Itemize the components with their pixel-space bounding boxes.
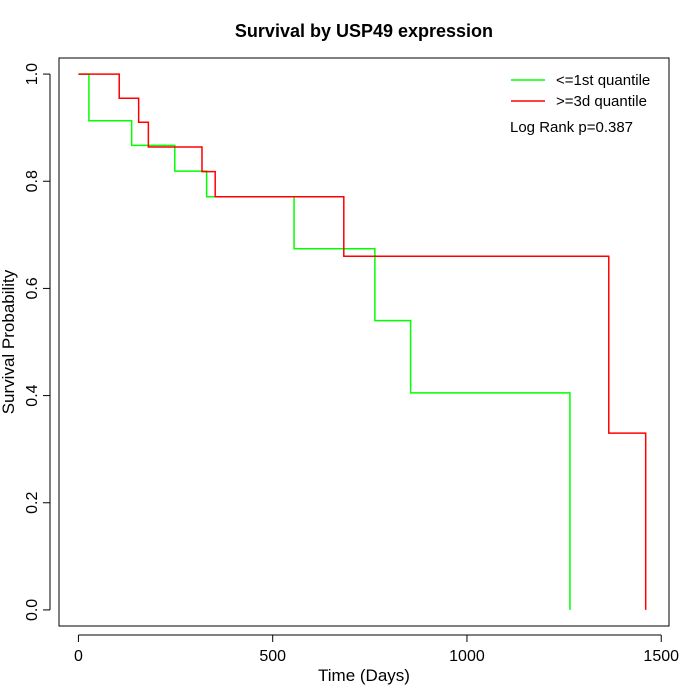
y-tick-label: 0.2 xyxy=(24,492,41,514)
y-tick-label: 0.4 xyxy=(24,384,41,406)
y-tick-label: 0.0 xyxy=(24,599,41,621)
axes: 0 500 1000 1500 0.0 0.2 0.4 0.6 0.8 1.0 xyxy=(24,63,679,665)
legend-label: >=3d quantile xyxy=(556,93,647,110)
chart-title: Survival by USP49 expression xyxy=(235,21,493,41)
x-axis-label: Time (Days) xyxy=(318,666,410,685)
y-axis-label: Survival Probability xyxy=(0,269,18,414)
x-tick-label: 500 xyxy=(259,648,286,665)
series-lines xyxy=(78,73,647,610)
x-tick-label: 1000 xyxy=(449,648,485,665)
x-tick-label: 0 xyxy=(74,648,83,665)
x-tick-label: 1500 xyxy=(643,648,679,665)
logrank-annotation: Log Rank p=0.387 xyxy=(510,119,633,136)
series-line-0 xyxy=(78,73,571,610)
series-line-1 xyxy=(78,73,647,610)
legend: <=1st quantile >=3d quantile xyxy=(511,72,650,110)
y-tick-label: 1.0 xyxy=(24,63,41,85)
plot-frame xyxy=(58,57,670,627)
y-tick-label: 0.8 xyxy=(24,170,41,192)
legend-label: <=1st quantile xyxy=(556,72,650,89)
y-tick-label: 0.6 xyxy=(24,277,41,299)
